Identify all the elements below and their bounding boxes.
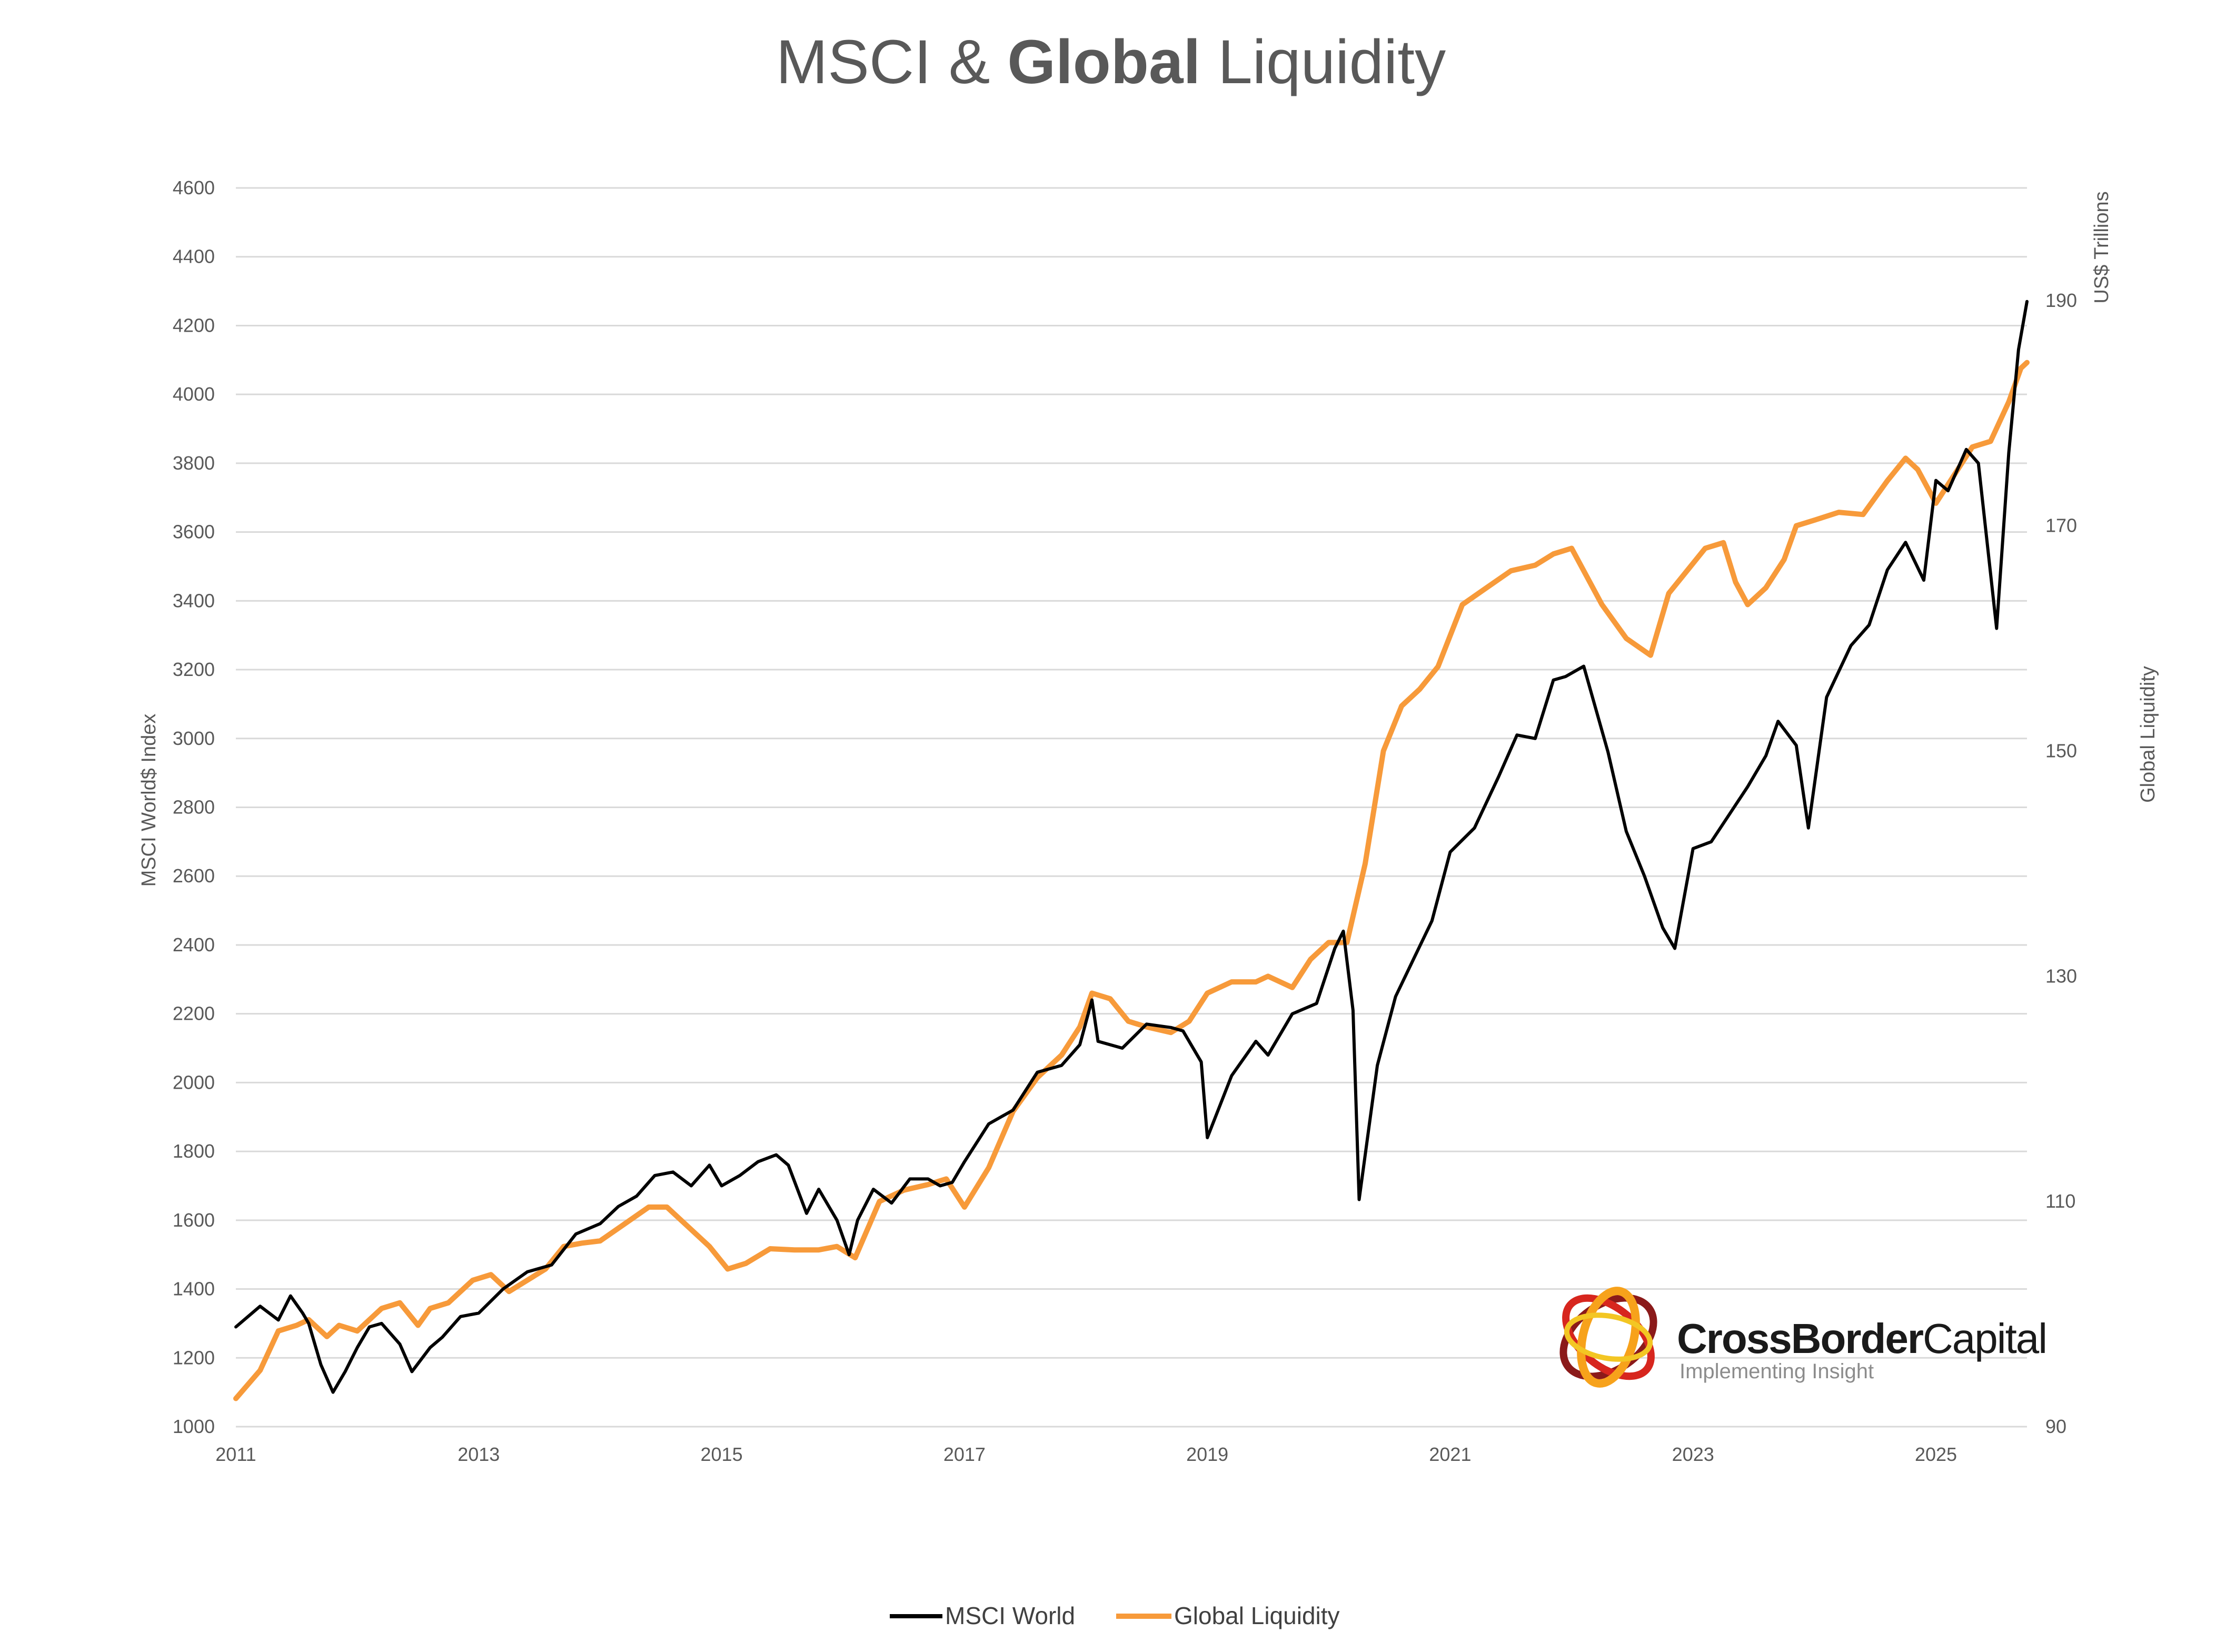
x-tick-label: 2017 [943, 1444, 986, 1465]
y-tick-label: 2600 [173, 865, 215, 887]
legend-label-msci-world: MSCI World [945, 1602, 1075, 1629]
y2-tick-label: 90 [2045, 1416, 2066, 1437]
y2-tick-label: 190 [2045, 290, 2077, 311]
y-tick-label: 3600 [173, 521, 215, 543]
y-tick-label: 3800 [173, 452, 215, 474]
y-tick-label: 1200 [173, 1347, 215, 1368]
gridlines [236, 187, 2027, 1428]
logo-tagline: Implementing Insight [1680, 1360, 1874, 1383]
y-tick-label: 2000 [173, 1071, 215, 1093]
logo: CrossBorderCapital Implementing Insight [1559, 1287, 2048, 1388]
x-tick-label: 2015 [701, 1444, 743, 1465]
right-y-axis-label: Global Liquidity [2137, 666, 2159, 803]
legend-label-global-liquidity: Global Liquidity [1174, 1602, 1340, 1629]
crossborder-logo-icon [1559, 1287, 1657, 1388]
logo-name: CrossBorderCapital [1677, 1315, 2046, 1362]
y-tick-label: 4400 [173, 246, 215, 267]
y-tick-label: 4200 [173, 314, 215, 336]
x-tick-label: 2011 [215, 1444, 256, 1465]
y-tick-label: 3400 [173, 590, 215, 611]
y-tick-label: 2400 [173, 934, 215, 956]
y-tick-label: 1800 [173, 1140, 215, 1162]
y-tick-label: 4000 [173, 383, 215, 405]
y2-tick-label: 170 [2045, 515, 2077, 536]
legend-item-msci-world: MSCI World [890, 1602, 1075, 1629]
x-tick-label: 2013 [458, 1444, 500, 1465]
left-y-axis-label: MSCI World$ Index [138, 714, 160, 887]
x-tick-label: 2023 [1672, 1444, 1714, 1465]
x-tick-label: 2021 [1429, 1444, 1471, 1465]
y-tick-label: 3200 [173, 659, 215, 680]
series-line-msci-world [234, 300, 2029, 1394]
y-tick-label: 2200 [173, 1003, 215, 1024]
y-tick-label: 3000 [173, 728, 215, 749]
y2-tick-label: 130 [2045, 965, 2077, 987]
y2-tick-label: 150 [2045, 740, 2077, 762]
x-tick-label: 2025 [1915, 1444, 1957, 1465]
y-tick-label: 4600 [173, 177, 215, 198]
series-line-global-liquidity [233, 360, 2030, 1401]
right-y-axis-unit-label: US$ Trillions [2091, 191, 2113, 303]
chart-title: MSCI & Global Liquidity [776, 27, 1446, 97]
x-axis-ticks: 2011 2013 2015 2017 2019 2021 2023 2025 [215, 1444, 1957, 1465]
y2-tick-label: 110 [2045, 1190, 2075, 1212]
y-tick-label: 1600 [173, 1209, 215, 1231]
right-y-axis-ticks: 90 110 130 150 170 190 [2045, 290, 2077, 1437]
left-y-axis-ticks: 1000 1200 1400 1600 1800 2000 2200 2400 2600 2800… [173, 177, 215, 1437]
legend-item-global-liquidity: Global Liquidity [1116, 1602, 1340, 1629]
y-tick-label: 1000 [173, 1416, 215, 1437]
legend: MSCI World Global Liquidity [890, 1602, 1340, 1629]
y-tick-label: 2800 [173, 797, 215, 818]
y-tick-label: 1400 [173, 1278, 215, 1300]
x-tick-label: 2019 [1186, 1444, 1228, 1465]
